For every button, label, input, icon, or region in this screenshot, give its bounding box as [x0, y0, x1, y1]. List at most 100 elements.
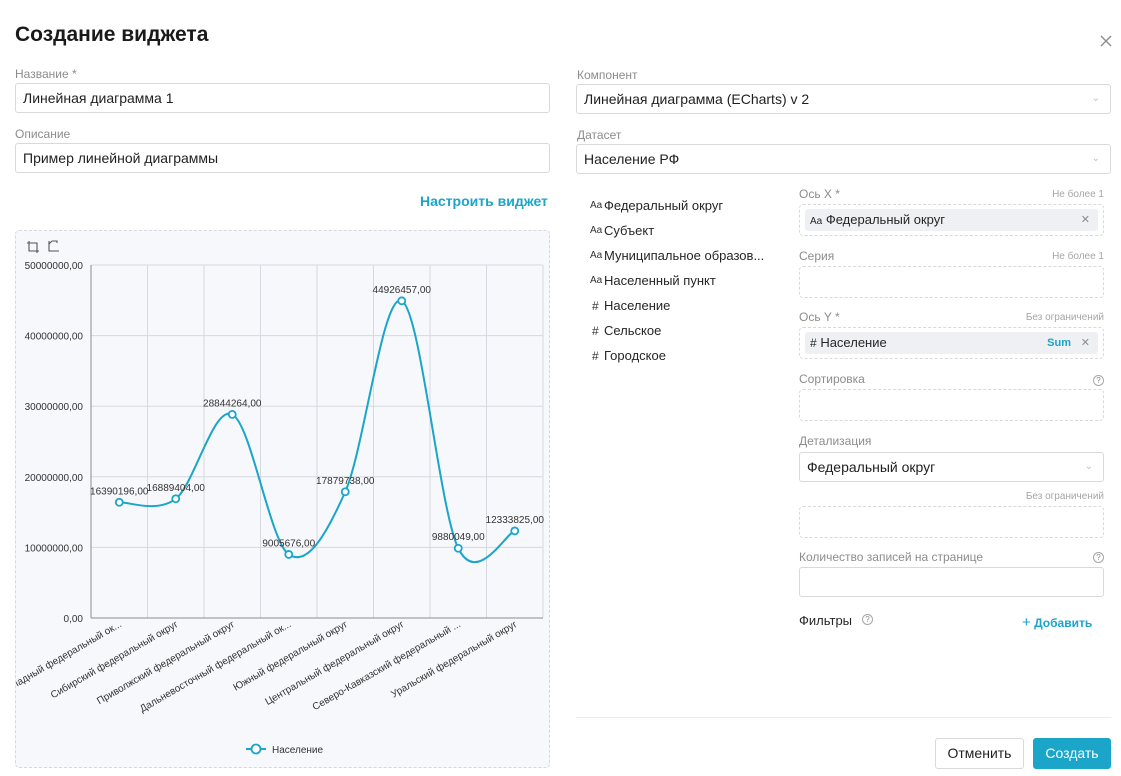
- cancel-button[interactable]: Отменить: [935, 738, 1024, 769]
- data-label: 17879738,00: [316, 476, 375, 487]
- detail-dropzone[interactable]: [799, 506, 1104, 538]
- field-item[interactable]: # Сельское: [590, 318, 764, 343]
- y-axis-hint: Без ограничений: [1025, 312, 1104, 323]
- data-point: [397, 296, 407, 306]
- field-item[interactable]: Aa Федеральный округ: [590, 193, 764, 218]
- help-icon[interactable]: ?: [1093, 552, 1104, 563]
- x-axis-hint: Не более 1: [1052, 189, 1104, 200]
- data-label: 16390196,00: [90, 486, 149, 497]
- text-type-icon: Aa: [590, 250, 603, 261]
- data-point: [171, 494, 181, 504]
- series-label: Серия: [799, 249, 835, 263]
- y-tick-label: 30000000,00: [25, 402, 84, 413]
- x-axis-dropzone[interactable]: Aa Федеральный округ ✕: [799, 204, 1104, 236]
- sort-dropzone[interactable]: [799, 389, 1104, 421]
- chart-preview: 0,00 10000000,00 20000000,00 30000000,00 400…: [15, 230, 550, 768]
- data-label: 9880049,00: [432, 532, 485, 543]
- field-name: Население: [604, 298, 671, 313]
- detail-select[interactable]: Федеральный округ ⌄: [799, 452, 1104, 482]
- number-type-icon: #: [592, 323, 599, 338]
- field-name: Сельское: [604, 323, 662, 338]
- create-button[interactable]: Создать: [1033, 738, 1111, 769]
- number-type-icon: #: [592, 348, 599, 363]
- y-tick-label: 50000000,00: [25, 261, 84, 272]
- legend-marker: [250, 743, 262, 755]
- data-label: 28844264,00: [203, 398, 262, 409]
- sort-label: Сортировка: [799, 372, 865, 386]
- chevron-down-icon: ⌄: [1091, 153, 1100, 164]
- detail-label: Детализация: [799, 434, 872, 448]
- component-label: Компонент: [577, 68, 638, 82]
- field-item[interactable]: # Население: [590, 293, 764, 318]
- description-input[interactable]: Пример линейной диаграммы: [15, 143, 550, 173]
- series-hint: Не более 1: [1052, 251, 1104, 262]
- field-name: Муниципальное образов...: [604, 248, 765, 263]
- footer-divider: [576, 717, 1111, 718]
- dialog-title: Создание виджета: [15, 23, 209, 46]
- name-input[interactable]: Линейная диаграмма 1: [15, 83, 550, 113]
- data-point: [114, 497, 124, 507]
- detail-hint: Без ограничений: [1025, 491, 1104, 502]
- dataset-label: Датасет: [577, 128, 622, 142]
- legend-label: Население: [272, 745, 324, 756]
- field-name: Федеральный округ: [604, 198, 724, 213]
- name-label: Название *: [15, 67, 77, 81]
- add-filter-button[interactable]: + Добавить: [1022, 614, 1092, 631]
- data-point: [284, 550, 294, 559]
- field-name: Населенный пункт: [604, 273, 716, 288]
- field-item[interactable]: # Городское: [590, 343, 764, 368]
- field-name: Субъект: [604, 223, 655, 238]
- remove-icon[interactable]: ✕: [1080, 214, 1090, 226]
- records-input[interactable]: [799, 567, 1104, 597]
- text-type-icon: Aa: [590, 225, 603, 236]
- series-dropzone[interactable]: [799, 266, 1104, 298]
- data-label: 12333825,00: [486, 515, 545, 526]
- y-axis-label: Ось Y *: [799, 310, 840, 324]
- add-filter-label: Добавить: [1034, 616, 1093, 630]
- dataset-value: Население РФ: [584, 151, 680, 167]
- chevron-down-icon: ⌄: [1091, 93, 1100, 104]
- field-item[interactable]: Aa Населенный пункт: [590, 268, 764, 293]
- x-axis-label: Ось X *: [799, 187, 840, 201]
- aggregation-selector[interactable]: Sum: [1047, 337, 1071, 349]
- zoom-reset-icon[interactable]: [46, 240, 60, 254]
- y-tick-label: 10000000,00: [25, 543, 84, 554]
- component-select[interactable]: Линейная диаграмма (ECharts) v 2 ⌄: [576, 84, 1111, 114]
- help-icon[interactable]: ?: [862, 614, 873, 625]
- y-axis-chip[interactable]: # Население Sum ✕: [805, 332, 1098, 354]
- zoom-icon[interactable]: [26, 240, 40, 254]
- line-chart: 0,00 10000000,00 20000000,00 30000000,00 400…: [16, 261, 545, 756]
- x-axis-chip[interactable]: Aa Федеральный округ ✕: [805, 209, 1098, 231]
- help-icon[interactable]: ?: [1093, 375, 1104, 386]
- filters-label: Фильтры: [799, 613, 853, 628]
- data-point: [227, 409, 237, 419]
- x-axis-chip-label: Федеральный округ: [825, 212, 945, 227]
- text-type-icon: Aa: [590, 275, 603, 286]
- dataset-field-list: Aa Федеральный округ Aa Субъект Aa Муниципа…: [590, 193, 764, 368]
- data-label: 16889404,00: [147, 483, 206, 494]
- y-tick-label: 0,00: [64, 614, 84, 625]
- chevron-down-icon: ⌄: [1084, 461, 1093, 472]
- data-point: [453, 543, 463, 553]
- field-item[interactable]: Aa Субъект: [590, 218, 764, 243]
- y-tick-label: 20000000,00: [25, 473, 84, 484]
- data-point: [510, 526, 520, 536]
- y-tick-label: 40000000,00: [25, 332, 84, 343]
- text-type-icon: Aa: [590, 200, 603, 211]
- data-label: 44926457,00: [373, 285, 432, 296]
- remove-icon[interactable]: ✕: [1080, 337, 1090, 349]
- field-item[interactable]: Aa Муниципальное образов...: [590, 243, 764, 268]
- configure-widget-link[interactable]: Настроить виджет: [420, 193, 548, 209]
- data-label: 9005676,00: [262, 538, 315, 549]
- number-type-icon: #: [810, 336, 817, 350]
- records-label: Количество записей на странице: [799, 550, 984, 564]
- field-name: Городское: [604, 348, 666, 363]
- detail-value: Федеральный округ: [807, 459, 936, 475]
- description-label: Описание: [15, 127, 71, 141]
- y-axis-chip-label: Население: [820, 335, 887, 350]
- close-icon[interactable]: [1098, 33, 1114, 49]
- number-type-icon: #: [592, 298, 599, 313]
- data-point: [340, 487, 350, 497]
- y-axis-dropzone[interactable]: # Население Sum ✕: [799, 327, 1104, 359]
- dataset-select[interactable]: Население РФ ⌄: [576, 144, 1111, 174]
